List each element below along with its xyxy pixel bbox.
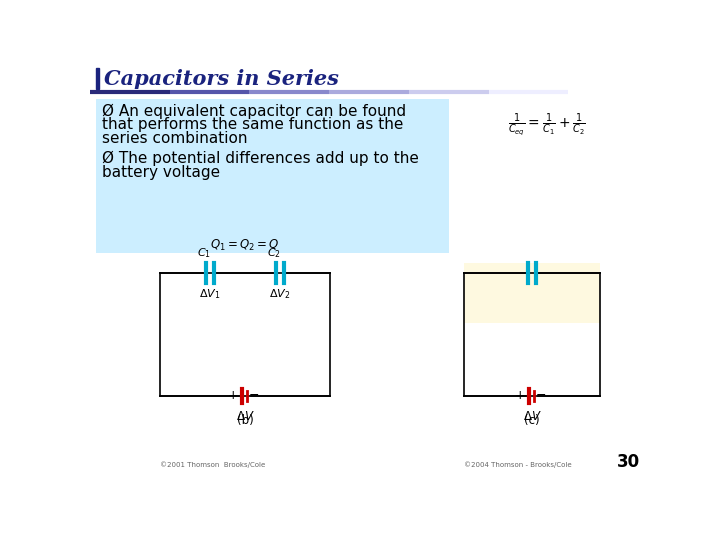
Text: $Q_1 = Q_2 = Q$: $Q_1 = Q_2 = Q$: [210, 238, 279, 253]
Text: Ø The potential differences add up to the: Ø The potential differences add up to th…: [102, 151, 419, 166]
Text: $\Delta V_1$: $\Delta V_1$: [199, 287, 221, 301]
Text: −: −: [249, 389, 259, 402]
Text: that performs the same function as the: that performs the same function as the: [102, 117, 404, 132]
Text: (c): (c): [524, 414, 540, 427]
Text: ©2004 Thomson - Brooks/Cole: ©2004 Thomson - Brooks/Cole: [464, 461, 572, 468]
Text: 30: 30: [617, 453, 640, 471]
Bar: [96, 68, 99, 90]
Text: $\Delta V_2$: $\Delta V_2$: [269, 287, 291, 301]
Text: +: +: [514, 389, 525, 402]
Text: (b): (b): [237, 414, 253, 427]
Text: $C_2$: $C_2$: [266, 247, 281, 260]
Text: $\Delta V$: $\Delta V$: [235, 410, 254, 423]
Text: +: +: [228, 389, 238, 402]
Bar: [96, 99, 449, 253]
Text: $\Delta V$: $\Delta V$: [523, 410, 541, 423]
Text: series combination: series combination: [102, 131, 248, 146]
Text: Ø An equivalent capacitor can be found: Ø An equivalent capacitor can be found: [102, 103, 407, 119]
Bar: [464, 262, 600, 323]
Text: battery voltage: battery voltage: [102, 165, 220, 180]
Text: $\frac{1}{C_{eq}} = \frac{1}{C_1} + \frac{1}{C_2}$: $\frac{1}{C_{eq}} = \frac{1}{C_1} + \fra…: [508, 112, 586, 138]
Text: −: −: [536, 389, 546, 402]
Text: Capacitors in Series: Capacitors in Series: [104, 69, 339, 89]
Text: $C_1$: $C_1$: [197, 247, 211, 260]
Text: ©2001 Thomson  Brooks/Cole: ©2001 Thomson Brooks/Cole: [160, 461, 265, 468]
